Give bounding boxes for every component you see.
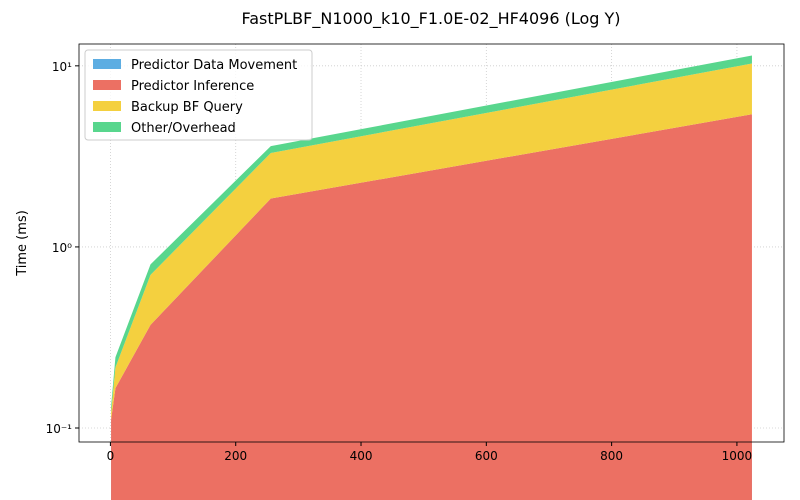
legend-box (84, 49, 313, 141)
legend-label: Predictor Inference (131, 79, 254, 94)
chart-title: FastPLBF_N1000_k10_F1.0E-02_HF4096 (Log … (241, 9, 620, 29)
x-tick-label: 200 (224, 449, 247, 463)
legend-swatch (93, 101, 121, 111)
legend-label: Predictor Data Movement (131, 58, 297, 73)
legend-swatch (93, 122, 121, 132)
legend-label: Backup BF Query (131, 100, 243, 115)
y-tick-label: 10⁰ (52, 241, 72, 255)
y-axis-label: Time (ms) (15, 210, 30, 277)
area (111, 114, 752, 500)
legend-label: Other/Overhead (131, 121, 236, 136)
x-tick-label: 1000 (722, 449, 753, 463)
legend-swatch (93, 80, 121, 90)
legend: Predictor Data Movement Predictor Inferen… (84, 49, 313, 141)
x-tick-label: 0 (107, 449, 115, 463)
legend-swatch (93, 59, 121, 69)
plot-frame (78, 43, 785, 443)
x-tick-label: 800 (600, 449, 623, 463)
area (111, 63, 752, 420)
x-tick-label: 400 (350, 449, 373, 463)
y-tick-label: 10⁻¹ (46, 422, 73, 436)
x-tick-label: 600 (475, 449, 498, 463)
y-tick-label: 10¹ (52, 60, 72, 74)
